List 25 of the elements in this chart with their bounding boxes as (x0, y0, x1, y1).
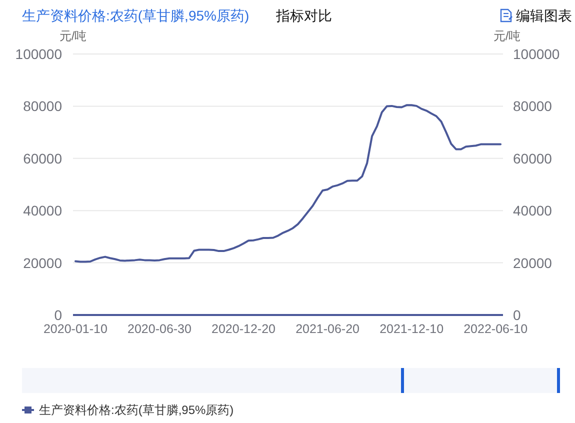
y2-tick-label: 40000 (513, 202, 552, 219)
legend-label: 生产资料价格:农药(草甘膦,95%原药) (39, 403, 234, 417)
y-tick-label: 100000 (15, 46, 62, 62)
y-tick-label: 60000 (23, 150, 62, 166)
y2-tick-label: 100000 (513, 46, 560, 62)
y-tick-label: 80000 (23, 98, 62, 114)
x-tick-label: 2021-06-20 (296, 322, 360, 336)
x-tick-label: 2022-06-10 (464, 322, 528, 336)
y-axis-title: 元/吨 (59, 29, 87, 43)
text: 指标对比 (275, 8, 332, 24)
chart-title: 生产资料价格:农药(草甘膦,95%原药) (22, 8, 250, 24)
x-tick-label: 2020-06-30 (128, 322, 192, 336)
y2-tick-label: 0 (513, 307, 521, 323)
x-tick-label: 2021-12-10 (380, 322, 444, 336)
text: 编辑图表 (516, 8, 572, 24)
y2-tick-label: 60000 (513, 150, 552, 166)
y2-tick-label: 20000 (513, 254, 552, 271)
line-series (74, 104, 502, 263)
x-tick-label: 2020-01-10 (43, 322, 108, 336)
y-tick-label: 20000 (23, 254, 62, 271)
x-tick-label: 2020-12-20 (212, 322, 276, 336)
y2-axis-title: 元/吨 (493, 29, 521, 43)
y-tick-label: 0 (54, 307, 62, 323)
y2-tick-label: 80000 (513, 98, 552, 114)
y-tick-label: 40000 (23, 202, 62, 219)
